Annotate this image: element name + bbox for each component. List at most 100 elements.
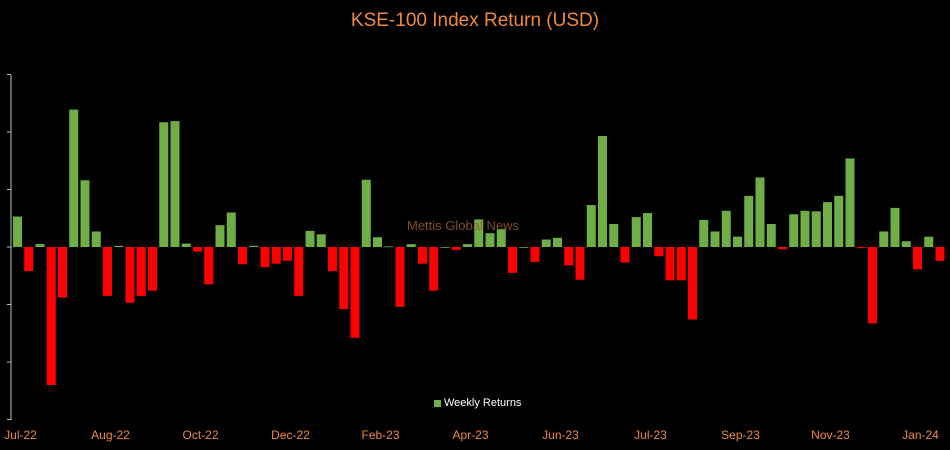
legend-swatch [434,399,441,407]
bar [406,244,416,248]
bar [418,247,427,264]
bar [474,219,484,247]
bar [586,205,596,248]
x-tick-label: Apr-23 [452,428,488,442]
x-tick-labels: Jul-22 Aug-22 Oct-22 Dec-22 Feb-23 Apr-23 Jun-… [4,428,939,442]
bar [181,243,191,247]
bar [856,247,866,249]
bar [598,136,607,247]
bar [676,247,686,281]
bar [496,229,506,247]
bar [305,230,315,247]
bar [485,233,495,247]
bar [125,247,135,303]
watermark-text: Mettis Global News [407,218,519,233]
bar [755,177,765,248]
bar [913,247,922,270]
bar [451,247,461,250]
bar [766,224,776,247]
chart-title: KSE-100 Index Return (USD) [350,10,600,31]
bar [834,195,844,247]
bar [530,247,540,262]
x-tick-label: Nov-23 [811,428,850,442]
bar [384,246,394,248]
x-tick-label: Oct-22 [182,428,218,442]
bar [811,211,821,247]
bar [35,244,45,248]
bar [553,237,562,247]
bar [103,247,112,296]
bar [541,239,551,248]
x-tick-label: Aug-22 [91,428,130,442]
bar [373,237,382,247]
bar [699,219,709,247]
bar [395,247,405,307]
bar [148,247,157,291]
bar [519,247,529,248]
bar [159,122,169,247]
bar [744,195,754,247]
bar [114,245,124,247]
legend: Weekly Returns [434,397,521,409]
bar [631,217,641,247]
bar [249,245,259,247]
bar [13,216,22,248]
bar [294,247,304,296]
bar [688,247,697,320]
bar [283,247,292,261]
bar [778,247,787,250]
bar [328,247,337,272]
bar [721,210,731,248]
x-tick-label: Dec-22 [271,428,310,442]
bar [24,247,34,272]
bars-group [13,109,945,385]
x-tick-label: Jun-23 [542,428,579,442]
bar [463,244,472,248]
bar [823,202,832,247]
bar [361,179,371,247]
bar [890,207,900,247]
bar [868,247,877,324]
bar [845,158,855,247]
y-axis [7,74,12,420]
bar [215,225,225,247]
bar [879,231,889,247]
legend-label: Weekly Returns [444,397,522,409]
bar [609,224,619,247]
bar [733,236,742,247]
bar [710,231,720,247]
bar [46,247,56,385]
bar [69,109,79,247]
bar [226,212,236,247]
bar [654,247,664,257]
bar [193,247,202,252]
bar [620,247,630,263]
bar [204,247,214,285]
bar [429,247,439,291]
bar [935,247,945,261]
bar [440,247,450,248]
bar [260,247,270,268]
bar [508,247,517,273]
bar [271,247,281,264]
bar [901,241,911,247]
bar [238,247,247,265]
bar [575,247,585,280]
bar [91,231,101,247]
bar [339,247,349,310]
bar [665,247,675,281]
bar [350,247,360,338]
x-tick-label: Sep-23 [721,428,760,442]
bar [924,236,934,247]
bar [58,247,67,298]
bar [136,247,146,296]
bar [789,214,799,247]
bar [800,210,810,248]
bar [170,121,180,247]
x-tick-label: Jan-24 [902,428,939,442]
x-tick-label: Jul-23 [634,428,667,442]
bar [564,247,574,266]
x-tick-label: Jul-22 [4,428,37,442]
bar [80,180,90,247]
